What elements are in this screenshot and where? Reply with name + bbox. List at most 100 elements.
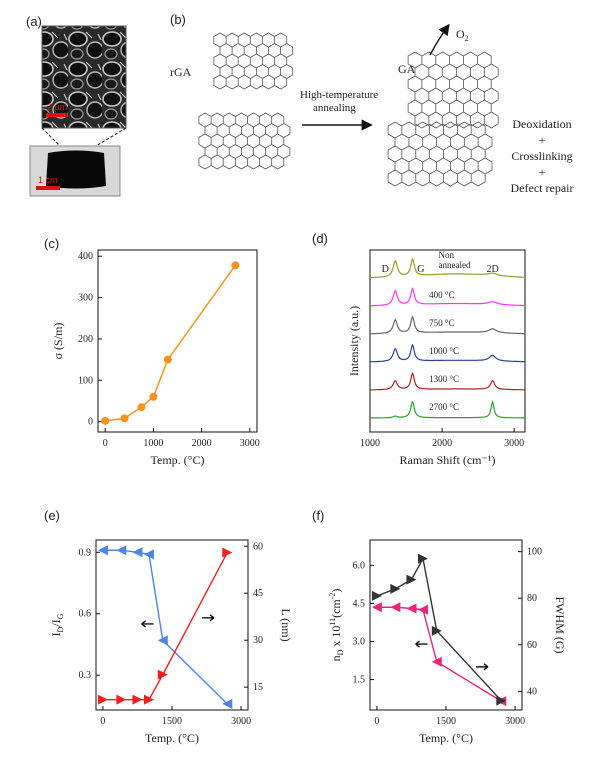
y-left-tick-label: 6.0 bbox=[353, 560, 366, 571]
ga-sheet-top bbox=[407, 51, 499, 129]
panel-e-label: (e) bbox=[44, 508, 60, 523]
y-right-tick-label: 80 bbox=[527, 593, 537, 604]
zoom-line-right bbox=[95, 127, 127, 147]
x-tick-label: 3000 bbox=[505, 716, 525, 727]
chart-d-frame bbox=[369, 249, 526, 433]
y-tick-label: 200 bbox=[78, 334, 93, 345]
panel-b-label: (b) bbox=[170, 12, 186, 27]
process-step-defect-repair: Defect repair bbox=[511, 181, 574, 195]
spectrum-line bbox=[370, 343, 526, 363]
y-right-tick-label: 60 bbox=[253, 541, 263, 552]
data-point bbox=[406, 603, 417, 614]
axis-arrow-left bbox=[141, 620, 154, 628]
panel-b: (b) rGA High-temperature annealing GA O2… bbox=[170, 12, 573, 195]
data-point bbox=[97, 545, 108, 556]
axis-arrow-right bbox=[201, 614, 215, 622]
x-tick-label: 2000 bbox=[192, 438, 212, 449]
chart-c-frame bbox=[97, 249, 258, 433]
y-left-tick-label: 0.3 bbox=[79, 670, 92, 681]
annealing-line1: High-temperature bbox=[300, 89, 378, 101]
data-point bbox=[120, 414, 129, 423]
data-point bbox=[132, 694, 143, 705]
panel-d-label: (d) bbox=[312, 231, 328, 246]
y-left-axis-title: ID/IG bbox=[49, 613, 65, 636]
data-point bbox=[116, 545, 127, 556]
rga-molecular-sheets bbox=[198, 32, 294, 170]
y-right-tick-label: 100 bbox=[527, 547, 542, 558]
zoom-line-left bbox=[41, 127, 61, 147]
data-point bbox=[116, 694, 127, 705]
data-point bbox=[157, 669, 168, 680]
panel-c-label: (c) bbox=[44, 236, 59, 251]
x-axis-title: Raman Shift (cm⁻¹) bbox=[400, 453, 496, 467]
x-axis-title: Temp. (°C) bbox=[419, 731, 473, 745]
panel-a-label: (a) bbox=[26, 14, 42, 29]
x-tick-label: 3000 bbox=[504, 438, 524, 449]
data-point bbox=[143, 694, 154, 705]
y-left-axis-title: nD x 1011(cm-2) bbox=[328, 589, 345, 662]
data-point bbox=[406, 574, 417, 585]
peak-label-2d: 2D bbox=[487, 264, 499, 275]
y-right-tick-label: 30 bbox=[253, 635, 263, 646]
sem-scale-bar bbox=[46, 113, 68, 117]
y-axis-title: Intensity (a.u.) bbox=[347, 306, 361, 376]
chart-d: 1000 2000 3000 Raman Shift (cm⁻¹) Intensity … bbox=[347, 249, 526, 467]
series-label: 2700 °C bbox=[429, 402, 459, 412]
y-tick-label: 300 bbox=[78, 293, 93, 304]
x-tick-label: 0 bbox=[100, 716, 105, 727]
series-label: 1000 °C bbox=[429, 346, 459, 356]
peak-label-d: D bbox=[382, 264, 389, 275]
ga-label: GA bbox=[398, 62, 416, 76]
x-tick-label: 1500 bbox=[436, 716, 456, 727]
panel-a: (a) 2 μm 1 cm bbox=[26, 14, 127, 197]
series-line bbox=[102, 549, 228, 705]
x-tick-label: 1500 bbox=[162, 716, 182, 727]
y-right-axis-title: FWHM (G) bbox=[553, 597, 567, 654]
y-right-tick-label: 40 bbox=[527, 686, 537, 697]
y-tick-label: 400 bbox=[78, 251, 93, 262]
axis-arrow-right bbox=[475, 663, 489, 671]
rga-sheet-top bbox=[213, 32, 294, 90]
x-tick-label: 1000 bbox=[360, 438, 380, 449]
data-point bbox=[417, 604, 428, 615]
process-step-crosslinking: Crosslinking bbox=[511, 149, 572, 163]
series-line bbox=[102, 552, 228, 701]
aerogel-sample bbox=[46, 150, 106, 189]
photo-scale-label: 1 cm bbox=[38, 175, 58, 185]
x-tick-label: 0 bbox=[103, 438, 108, 449]
spectrum-line bbox=[370, 257, 525, 279]
axis-arrow-left bbox=[415, 640, 428, 648]
x-tick-label: 3000 bbox=[231, 716, 251, 727]
series-label: 400 °C bbox=[429, 290, 454, 300]
panel-f-label: (f) bbox=[312, 508, 324, 523]
y-left-tick-label: 3.0 bbox=[353, 636, 366, 647]
y-right-tick-label: 45 bbox=[253, 588, 263, 599]
y-left-tick-label: 1.5 bbox=[353, 675, 366, 686]
sem-scale-label: 2 μm bbox=[47, 102, 67, 112]
x-tick-label: 2000 bbox=[432, 438, 452, 449]
data-point bbox=[431, 625, 442, 636]
y-tick-label: 0 bbox=[88, 417, 93, 428]
process-step-plus-2: + bbox=[539, 165, 546, 179]
y-axis-title: σ (S/m) bbox=[51, 323, 65, 360]
y-right-tick-label: 60 bbox=[527, 640, 537, 651]
x-tick-label: 1000 bbox=[143, 438, 163, 449]
y-left-tick-label: 4.5 bbox=[353, 598, 366, 609]
data-point bbox=[97, 694, 108, 705]
data-point bbox=[149, 392, 158, 401]
x-axis-title: Temp. (°C) bbox=[151, 453, 205, 467]
rga-sheet-bottom bbox=[198, 112, 291, 170]
data-point bbox=[132, 547, 143, 558]
data-point bbox=[157, 635, 168, 646]
data-point bbox=[390, 602, 401, 613]
peak-label-g: G bbox=[417, 264, 424, 275]
data-point bbox=[143, 549, 154, 560]
y-right-axis-title: L (nm) bbox=[279, 608, 293, 641]
process-steps: Deoxidation + Crosslinking + Defect repa… bbox=[511, 117, 574, 195]
data-point bbox=[231, 261, 240, 270]
data-point bbox=[163, 355, 172, 364]
data-point bbox=[371, 590, 382, 601]
chart-e: 0 1500 3000 0.3 0.6 0.9 15 30 45 60 Temp. (°C) ID/I… bbox=[49, 539, 293, 745]
y-tick-label: 100 bbox=[78, 375, 93, 386]
